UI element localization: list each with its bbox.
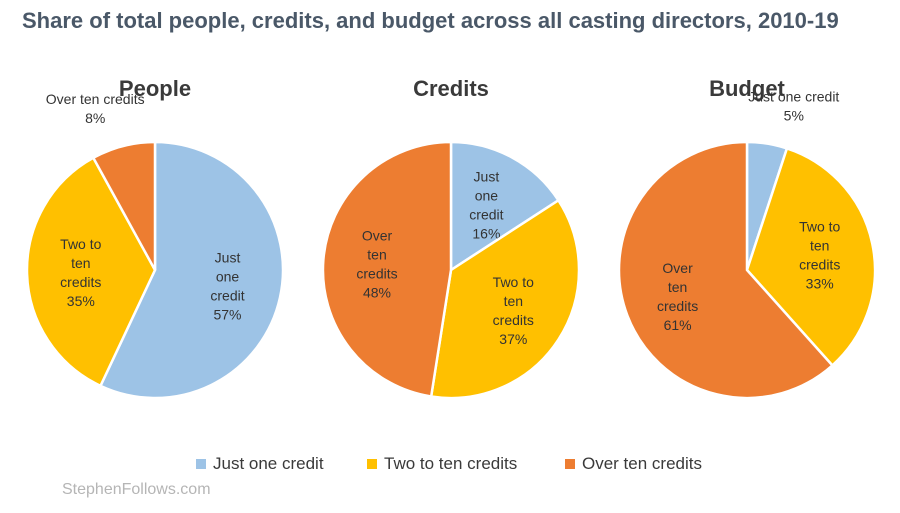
pie-slice-people-two-to-ten-credits [25,156,157,388]
slice-label-line: 33% [806,275,834,291]
slice-label-line: ten [810,237,829,253]
slice-label-line: credits [60,274,101,290]
legend-label-two-to-ten-credits: Two to ten credits [384,454,517,473]
pie-title-credits: Credits [413,76,489,101]
legend-swatch-just-one-credit [196,459,206,469]
slice-label-line: 57% [213,307,241,323]
slice-label-people-over-ten-credits: Over ten credits 8% [46,91,145,126]
slice-label-credits-just-one-credit: Just one credit 16% [469,168,503,241]
slice-label-line: Over [362,228,393,244]
slice-label-line: Just [215,250,241,266]
slice-label-line: Two to [493,274,534,290]
slice-label-line: ten [367,247,386,263]
slice-label-budget-two-to-ten-credits: Two to ten credits 33% [799,218,840,291]
slice-label-line: 37% [499,331,527,347]
slice-label-line: Over ten credits [46,91,145,107]
slice-label-line: ten [668,279,687,295]
slice-label-line: one [475,187,499,203]
slice-label-line: credits [657,298,698,314]
slice-label-credits-two-to-ten-credits: Two to ten credits 37% [493,274,534,347]
pie-credits: Credits Just one credit 16% Two to ten credits 3… [321,76,581,400]
pie-slice-credits-just-one-credit [449,140,561,273]
slice-label-line: Just one credit [748,88,839,104]
legend: Just one credit Two to ten credits Over te… [196,454,702,473]
legend-swatch-over-ten-credits [565,459,575,469]
watermark: StephenFollows.com [62,481,211,498]
slice-label-line: 16% [472,225,500,241]
slice-label-line: Just [474,168,500,184]
slice-label-line: ten [504,293,523,309]
slice-label-line: Over [662,260,693,276]
slice-label-line: credits [493,312,534,328]
slice-label-budget-just-one-credit: Just one credit 5% [748,88,839,123]
slice-label-line: one [216,269,240,285]
slice-label-budget-over-ten-credits: Over ten credits 61% [657,260,698,333]
pie-slice-budget-two-to-ten-credits [745,146,877,368]
pie-slice-budget-over-ten-credits [617,140,835,400]
pie-people: People Just one credit 57% Two to ten credits 35… [25,76,285,400]
slice-label-line: Two to [799,218,840,234]
slice-label-line: credits [799,256,840,272]
pie-charts: People Just one credit 57% Two to ten credits 35… [25,76,877,400]
pie-slice-people-just-one-credit [98,140,285,400]
slice-label-line: 61% [664,317,692,333]
chart-title: Share of total people, credits, and budg… [22,8,839,33]
legend-label-just-one-credit: Just one credit [213,454,324,473]
slice-label-line: Two to [60,236,101,252]
slice-label-line: ten [71,255,90,271]
pie-slice-credits-over-ten-credits [321,140,453,398]
slice-label-people-two-to-ten-credits: Two to ten credits 35% [60,236,101,309]
slice-label-line: credit [210,288,244,304]
pie-title-people: People [119,76,191,101]
legend-swatch-two-to-ten-credits [367,459,377,469]
slice-label-line: credits [356,266,397,282]
pie-slice-people-over-ten-credits [91,140,157,271]
slice-label-line: 8% [85,110,105,126]
legend-label-over-ten-credits: Over ten credits [582,454,702,473]
pie-title-budget: Budget [709,76,785,101]
pie-slice-credits-two-to-ten-credits [429,198,581,400]
slice-label-line: credit [469,206,503,222]
slice-label-line: 5% [784,107,804,123]
slice-label-credits-over-ten-credits: Over ten credits 48% [356,228,397,301]
slice-label-people-just-one-credit: Just one credit 57% [210,250,244,323]
slice-label-line: 48% [363,285,391,301]
slice-label-line: 35% [67,293,95,309]
